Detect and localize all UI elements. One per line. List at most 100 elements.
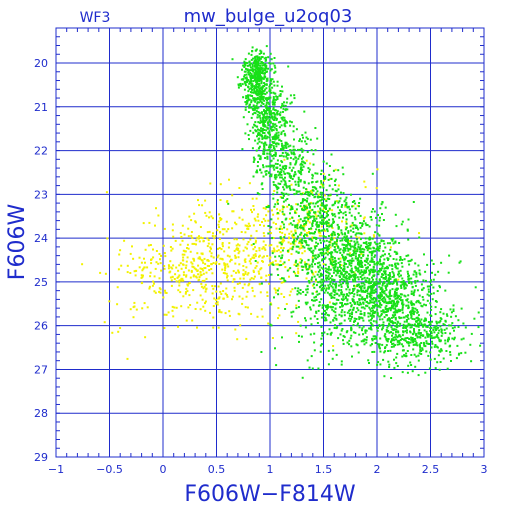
- data-point: [271, 112, 274, 115]
- data-point: [213, 237, 216, 240]
- data-point: [359, 238, 362, 241]
- data-point: [358, 298, 361, 301]
- data-point: [300, 241, 303, 244]
- data-point: [326, 225, 329, 228]
- data-point: [393, 278, 396, 281]
- data-point: [281, 227, 284, 230]
- data-point: [304, 192, 306, 195]
- data-point: [331, 204, 334, 207]
- data-point: [352, 231, 355, 233]
- data-point: [274, 291, 277, 294]
- data-point: [399, 335, 402, 338]
- data-point: [263, 152, 266, 155]
- data-point: [394, 288, 397, 291]
- data-point: [354, 285, 357, 288]
- data-point: [207, 259, 210, 262]
- data-point: [116, 286, 119, 289]
- data-point: [279, 241, 282, 244]
- data-point: [135, 269, 138, 272]
- data-point: [223, 228, 226, 231]
- data-point: [185, 260, 188, 263]
- data-point: [427, 288, 430, 291]
- data-point: [303, 237, 306, 239]
- data-point: [281, 213, 284, 215]
- data-point: [375, 278, 378, 281]
- data-point: [327, 275, 330, 278]
- data-point: [279, 111, 282, 114]
- data-point: [308, 228, 311, 230]
- data-point: [99, 271, 102, 274]
- data-point: [400, 223, 403, 226]
- data-point: [278, 94, 281, 97]
- data-point: [252, 224, 255, 227]
- data-point: [324, 304, 327, 307]
- data-point: [315, 245, 318, 247]
- data-point: [292, 270, 295, 273]
- data-point: [324, 246, 327, 249]
- data-point: [158, 277, 161, 280]
- data-point: [349, 308, 352, 311]
- data-point: [431, 337, 434, 340]
- data-point: [318, 230, 321, 233]
- data-point: [281, 239, 284, 242]
- data-point: [391, 288, 394, 291]
- data-point: [339, 301, 342, 304]
- data-point: [253, 256, 256, 259]
- data-point: [270, 173, 273, 176]
- data-point: [422, 279, 425, 282]
- data-point: [400, 287, 403, 289]
- data-point: [376, 303, 379, 306]
- data-point: [419, 302, 422, 305]
- data-point: [442, 312, 445, 315]
- data-point: [317, 214, 320, 217]
- data-point: [419, 346, 422, 349]
- data-point: [267, 232, 270, 235]
- data-point: [325, 239, 328, 242]
- data-point: [202, 272, 205, 275]
- data-point: [332, 271, 335, 274]
- data-point: [277, 249, 280, 252]
- data-point: [393, 328, 396, 331]
- data-point: [288, 275, 290, 278]
- data-point: [342, 264, 345, 267]
- data-point: [421, 347, 424, 350]
- data-point: [260, 82, 263, 85]
- data-point: [286, 172, 289, 175]
- data-point: [300, 244, 303, 247]
- data-point: [308, 231, 310, 233]
- data-point: [267, 225, 270, 227]
- data-point: [208, 216, 210, 219]
- data-point: [453, 329, 455, 332]
- data-point: [276, 167, 279, 169]
- data-point: [164, 291, 167, 294]
- data-point: [335, 298, 338, 301]
- data-point: [235, 271, 237, 274]
- data-point: [317, 266, 320, 269]
- data-point: [244, 306, 247, 309]
- data-point: [252, 243, 255, 245]
- data-point: [387, 274, 390, 276]
- data-point: [265, 274, 268, 277]
- data-point: [276, 208, 279, 211]
- data-point: [219, 183, 222, 186]
- data-point: [268, 109, 271, 112]
- data-point: [250, 80, 253, 83]
- data-point: [396, 282, 398, 285]
- data-point: [388, 319, 391, 322]
- data-point: [296, 222, 299, 225]
- data-point: [294, 211, 297, 214]
- data-point: [368, 306, 371, 309]
- data-point: [306, 359, 309, 362]
- data-point: [341, 243, 344, 246]
- data-point: [451, 327, 454, 330]
- data-point: [249, 262, 252, 265]
- data-point: [317, 304, 320, 307]
- data-point: [356, 250, 359, 253]
- data-point: [302, 186, 305, 189]
- data-point: [270, 91, 273, 94]
- data-point: [365, 257, 368, 260]
- data-point: [273, 113, 276, 116]
- data-point: [364, 271, 366, 274]
- data-point: [244, 58, 247, 61]
- data-point: [332, 310, 335, 313]
